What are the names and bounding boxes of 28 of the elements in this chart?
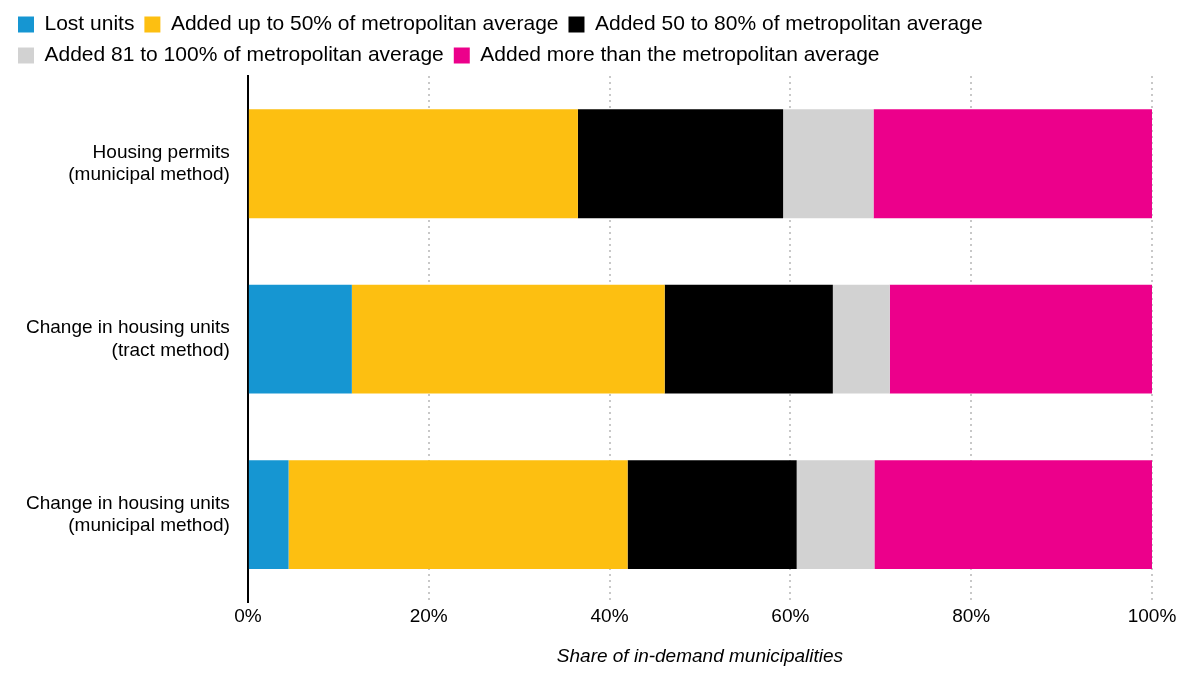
bar bbox=[248, 284, 352, 394]
bar bbox=[248, 460, 289, 570]
x-tick-label: 80% bbox=[952, 605, 991, 627]
bar bbox=[664, 284, 833, 394]
bar bbox=[796, 460, 875, 570]
legend-label: Added more than the metropolitan average bbox=[480, 42, 880, 66]
bar bbox=[288, 460, 628, 570]
bar bbox=[248, 109, 578, 219]
legend-label: Added 50 to 80% of metropolitan average bbox=[594, 11, 983, 35]
y-tick-label: Change in housing units (municipal method) bbox=[25, 491, 230, 536]
bar bbox=[873, 109, 1152, 219]
x-axis-title: Share of in-demand municipalities bbox=[556, 644, 844, 666]
x-tick-label: 0% bbox=[234, 605, 262, 627]
legend-label: Added up to 50% of metropolitan average bbox=[170, 11, 559, 35]
x-tick-label: 100% bbox=[1127, 605, 1177, 627]
legend-label: Added 81 to 100% of metropolitan average bbox=[44, 42, 444, 66]
bar bbox=[874, 460, 1152, 570]
bar bbox=[627, 460, 797, 570]
y-tick-label: Change in housing units (tract method) bbox=[25, 316, 230, 360]
x-tick-label: 40% bbox=[590, 605, 629, 627]
x-tick-label: 20% bbox=[409, 605, 448, 627]
bar bbox=[832, 284, 890, 394]
x-tick-label: 60% bbox=[771, 605, 810, 627]
y-tick-label: Housing permits (municipal method) bbox=[68, 140, 230, 185]
legend-label: Lost units bbox=[44, 11, 135, 35]
bar bbox=[577, 109, 784, 219]
bar bbox=[889, 284, 1152, 394]
bar bbox=[351, 284, 665, 394]
